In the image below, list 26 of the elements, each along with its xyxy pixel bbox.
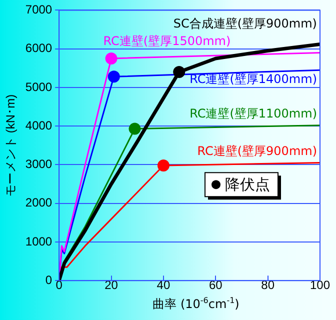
x-tick-label: 20 — [104, 278, 118, 292]
point — [108, 70, 120, 83]
x-tick-label: 100 — [310, 278, 330, 292]
x-axis-title: 曲率 (10$^{-6}$cm$^{-1}$) — [152, 296, 240, 313]
x-tick-label: 40 — [156, 278, 170, 292]
y-tick-label: 7000 — [25, 2, 52, 17]
y-tick-label: 3000 — [25, 157, 52, 172]
legend-label: 降伏点 — [225, 175, 270, 194]
x-tick-label: 80 — [261, 278, 275, 292]
series-label: SC合成連壁(壁厚900mm) — [173, 16, 317, 30]
point — [128, 122, 141, 135]
point — [105, 52, 118, 64]
point — [157, 159, 170, 172]
series-label: RC連壁(壁厚1400mm) — [190, 72, 317, 86]
y-tick-label: 1000 — [25, 234, 52, 248]
series-label: RC連壁(壁厚1100mm) — [190, 106, 317, 120]
x-tick-label: 0 — [56, 278, 63, 292]
y-tick-label: 4000 — [25, 118, 52, 132]
series-label: RC連壁(壁厚900mm) — [197, 144, 317, 158]
x-tick-label: 60 — [208, 278, 223, 292]
y-axis-title: モーメント (kN･m) — [4, 94, 18, 196]
y-tick-label: 6000 — [25, 41, 52, 56]
y-tick-label: 5000 — [25, 80, 52, 94]
point — [173, 66, 186, 78]
series-label: RC連壁(壁厚1500mm) — [103, 34, 231, 48]
y-tick-label: 2000 — [25, 196, 52, 210]
